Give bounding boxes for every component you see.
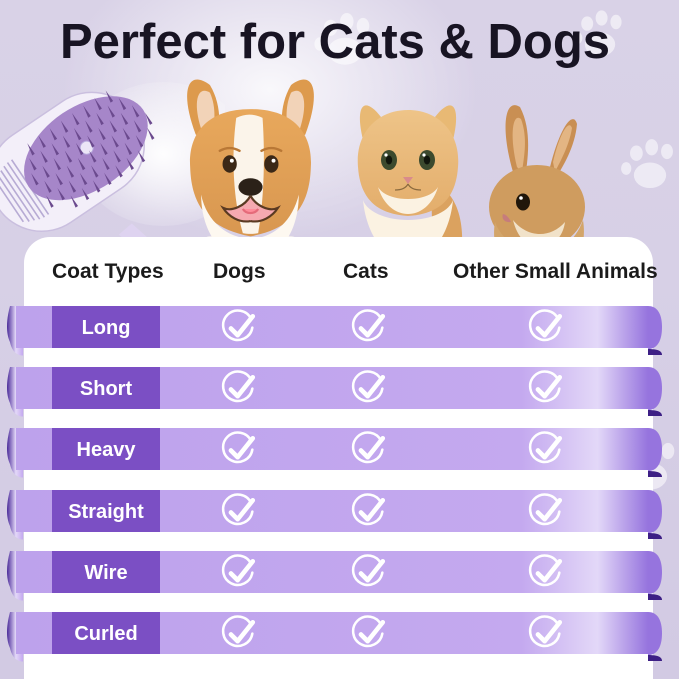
svg-text:Curled: Curled (74, 623, 137, 645)
svg-text:Heavy: Heavy (77, 439, 137, 461)
svg-text:Straight: Straight (68, 501, 144, 523)
svg-text:Short: Short (80, 378, 133, 400)
svg-text:Long: Long (82, 317, 131, 339)
svg-text:Wire: Wire (84, 562, 127, 584)
